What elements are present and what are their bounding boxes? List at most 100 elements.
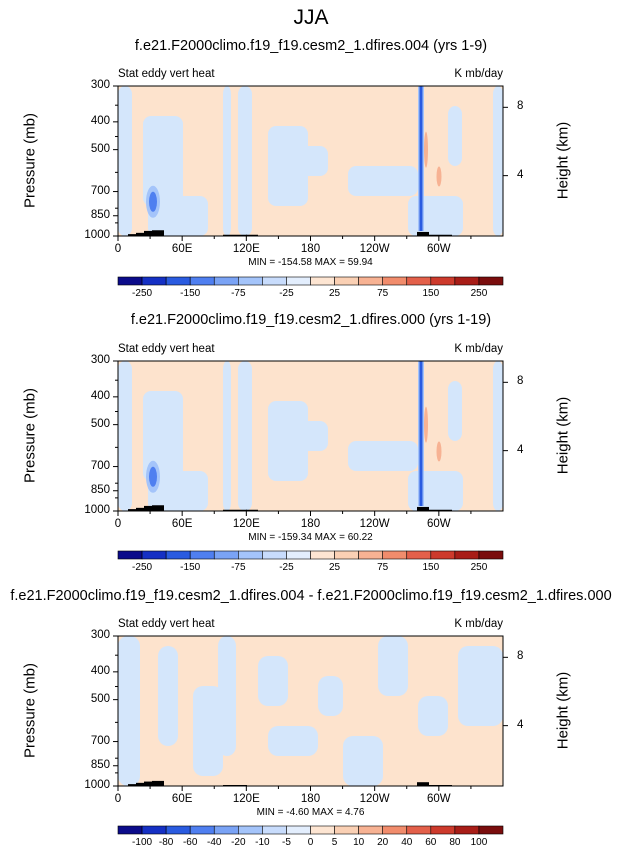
colorbar-swatch (165, 550, 191, 560)
colorbar-swatch (238, 550, 263, 560)
topography-bar (144, 505, 156, 511)
topography-bar (136, 232, 148, 236)
colorbar-swatch (310, 276, 335, 286)
negative-region-10 (288, 421, 328, 451)
topography-bar (440, 509, 452, 511)
x-tick-label: 60E (171, 518, 193, 530)
y-tick-label: 700 (90, 734, 110, 747)
colorbar-swatch (141, 276, 167, 286)
negative-region-3 (223, 86, 231, 236)
y-tick-label: 850 (90, 208, 110, 221)
colorbar (117, 550, 504, 560)
colorbar-swatch (165, 825, 191, 835)
topography-bar (246, 234, 258, 236)
topography-bar (152, 780, 164, 786)
colorbar-swatch (358, 550, 383, 560)
negative-region-1 (118, 361, 132, 511)
x-tick-label: 60W (427, 243, 451, 255)
y-tick-label: 1000 (84, 504, 110, 516)
positive-streak-2 (424, 406, 428, 443)
y-tick-label: 1000 (84, 229, 110, 241)
colorbar-swatch (238, 276, 263, 286)
y2-tick-label: 8 (517, 650, 524, 663)
colorbar-swatch (189, 550, 215, 560)
colorbar-label: -75 (231, 288, 246, 299)
colorbar-label: 40 (401, 837, 413, 848)
x-tick-label: 180 (300, 518, 321, 530)
colorbar-swatch (286, 276, 311, 286)
topography-bar (128, 234, 140, 236)
colorbar-label: -150 (180, 562, 201, 573)
colorbar-label: 250 (470, 562, 488, 573)
min-max-label: MIN = -154.58 MAX = 59.94 (248, 257, 373, 268)
y2-tick-label: 4 (517, 168, 524, 181)
colorbar-swatch (358, 825, 383, 835)
colorbar-label: 20 (377, 837, 389, 848)
y2-axis-title: Height (km) (554, 121, 572, 200)
panel-title: f.e21.F2000climo.f19_f19.cesm2_1.dfires.… (134, 38, 488, 54)
negative-region-9 (493, 86, 503, 236)
colorbar-swatch (478, 276, 504, 286)
y2-tick-label: 4 (517, 443, 524, 456)
colorbar-label: -40 (207, 837, 222, 848)
x-tick-label: 60W (427, 518, 451, 530)
colorbar-swatch (141, 825, 167, 835)
panel-right-label: K mb/day (454, 343, 503, 355)
andes-column-core (419, 361, 423, 506)
heatmap-panel-2 (113, 360, 508, 516)
heatmap-panel-1 (113, 85, 508, 241)
colorbar-swatch (406, 825, 432, 835)
negative-region-2 (158, 646, 178, 746)
panel-right-label: K mb/day (454, 68, 503, 80)
colorbar-swatch (454, 550, 480, 560)
colorbar-swatch (262, 550, 287, 560)
y-axis-title: Pressure (mb) (21, 387, 39, 484)
andes-column-core (419, 86, 423, 231)
x-tick-label: 180 (300, 793, 321, 805)
colorbar-swatch (382, 825, 408, 835)
y-tick-label: 1000 (84, 779, 110, 791)
heatmap-panel-3 (113, 635, 508, 791)
topography-bar (152, 505, 164, 511)
y-tick-label: 500 (90, 692, 110, 705)
colorbar-swatch (286, 825, 311, 835)
colorbar-swatch (238, 825, 263, 835)
colorbar-swatch (189, 276, 215, 286)
negative-region-1 (118, 636, 140, 786)
y-tick-label: 400 (90, 664, 110, 677)
negative-region-7 (318, 676, 343, 716)
colorbar-label: -10 (255, 837, 270, 848)
colorbar-swatch (406, 276, 432, 286)
colorbar-swatch (117, 825, 143, 835)
negative-region-2 (143, 391, 183, 481)
colorbar-swatch (478, 550, 504, 560)
y-tick-label: 500 (90, 142, 110, 155)
colorbar-label: 80 (449, 837, 461, 848)
colorbar-label: 0 (307, 837, 314, 848)
min-max-label: MIN = -4.60 MAX = 4.76 (256, 807, 365, 818)
colorbar-swatch (334, 550, 359, 560)
topography-bar (235, 509, 247, 511)
colorbar-label: 10 (353, 837, 365, 848)
negative-region-9 (378, 636, 408, 696)
x-tick-label: 60E (171, 243, 193, 255)
positive-streak (436, 441, 442, 462)
topography-bar (223, 509, 235, 511)
colorbar-label: -100 (132, 837, 153, 848)
topography-bar (428, 509, 440, 511)
positive-streak (436, 166, 442, 187)
colorbar-swatch (117, 276, 143, 286)
topography-bar (417, 231, 429, 236)
x-tick-label: 120E (232, 243, 260, 255)
colorbar-label: 250 (470, 288, 488, 299)
colorbar-swatch (430, 276, 456, 286)
topography-bar (128, 509, 140, 511)
x-tick-label: 180 (300, 243, 321, 255)
y-tick-label: 700 (90, 184, 110, 197)
colorbar-label: -20 (231, 837, 246, 848)
topography-bar (440, 234, 452, 236)
topography-bar (440, 784, 452, 786)
colorbar-label: -250 (132, 288, 153, 299)
colorbar-label: -25 (279, 288, 294, 299)
